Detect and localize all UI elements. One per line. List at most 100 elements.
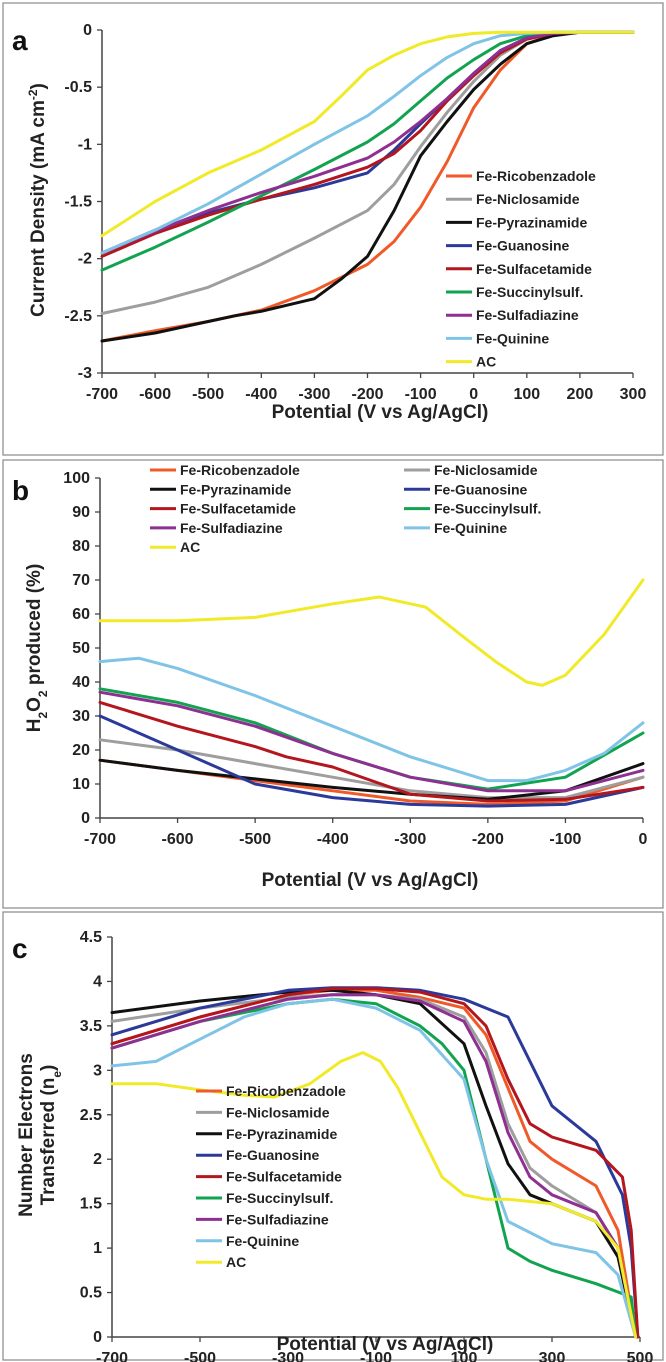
x-tick-label: 300 [620,386,647,403]
legend-label: Fe-Niclosamide [476,191,580,207]
x-tick-label: -700 [96,1350,128,1362]
y-tick-label: 3.5 [80,1018,102,1035]
series-line-ac [100,30,635,238]
chart-b: b 0 10 20 30 40 50 60 70 80 90 100 -700 -600 -500 -400 -… [2,459,664,909]
y-tick-label: 80 [72,538,90,555]
y-axis-label: Current Density (mA cm-2) [26,83,49,317]
y-axis-label: Number Electrons [16,1053,37,1217]
series-line-ac [110,1051,638,1339]
legend-label: Fe-Succinylsulf. [434,501,541,517]
legend-label: AC [226,1254,246,1270]
series-line-fe-sulfadiazine [110,993,638,1339]
panel-letter: b [12,475,29,506]
panel-letter: a [12,25,28,56]
x-tick-label: -300 [298,386,330,403]
x-axis-label: Potential (V vs Ag/AgCl) [262,870,479,891]
y-tick-label: -3 [78,365,92,382]
legend-label: Fe-Sulfadiazine [180,520,283,536]
x-tick-label: 0 [639,831,648,848]
y-tick-label: 3 [93,1062,102,1079]
legend-label: Fe-Sulfacetamide [226,1169,342,1185]
panel-frame [2,459,664,909]
y-tick-label: -0.5 [64,79,92,96]
y-tick-label: -1.5 [64,194,92,211]
x-tick-label: -500 [184,1350,216,1362]
x-tick-label: 100 [451,1350,478,1362]
y-tick-label: 10 [72,776,90,793]
legend-label: Fe-Quinine [434,520,507,536]
x-tick-label: -700 [86,386,118,403]
y-tick-label: 40 [72,674,90,691]
x-tick-label: -300 [272,1350,304,1362]
chart-c: c 0 0.5 1 1.5 2 2.5 3 3.5 4 4.5 -700 -500 -300 -100 100… [2,911,664,1362]
series-line-fe-niclosamide [98,738,645,800]
legend-label: Fe-Ricobenzadole [226,1083,346,1099]
y-tick-label: 0.5 [80,1285,102,1302]
x-tick-label: -400 [245,386,277,403]
y-tick-label: 60 [72,606,90,623]
x-tick-label: -600 [162,831,194,848]
y-tick-label: -2.5 [64,308,92,325]
legend-label: Fe-Sulfacetamide [476,261,592,277]
series-line-fe-pyrazinamide [100,30,635,343]
legend-label: Fe-Guanosine [476,238,570,254]
x-tick-label: -200 [472,831,504,848]
legend-label: Fe-Pyrazinamide [226,1126,337,1142]
legend-label: Fe-Quinine [226,1233,299,1249]
legend-label: Fe-Niclosamide [434,462,538,478]
y-tick-label: -2 [78,251,92,268]
x-tick-label: 500 [627,1350,654,1362]
x-tick-label: 200 [567,386,594,403]
x-tick-label: -100 [405,386,437,403]
x-tick-label: -200 [351,386,383,403]
panel-frame [2,2,664,456]
series-line-fe-guanosine [110,986,640,1339]
panel-frame [2,911,664,1361]
series-line-fe-sulfacetamide [110,987,640,1339]
x-tick-label: -100 [360,1350,392,1362]
legend-label: AC [476,354,496,370]
legend-label: Fe-Guanosine [226,1147,320,1163]
y-tick-label: 30 [72,708,90,725]
y-tick-label: 0 [93,1329,102,1346]
series-line-fe-quinine [110,997,638,1339]
legend-label: Fe-Sulfadiazine [476,307,579,323]
chart-a: a 0 -0.5 -1 -1.5 -2 -2.5 -3 -700 -600 -500 -400 -300… [2,2,664,456]
series-line-fe-sulfadiazine [98,690,645,793]
legend-label: Fe-Guanosine [434,481,528,497]
x-tick-label: -500 [239,831,271,848]
panel-b: b 0 10 20 30 40 50 60 70 80 90 100 -700 -600 -500 -400 -… [0,458,666,910]
legend-label: Fe-Ricobenzadole [476,168,596,184]
series-line-fe-guanosine [98,714,645,808]
legend-label: Fe-Pyrazinamide [180,481,291,497]
x-axis-label: Potential (V vs Ag/AgCl) [272,402,489,423]
series-line-fe-succinylsulf [98,687,645,791]
x-tick-label: -400 [317,831,349,848]
x-tick-label: -600 [139,386,171,403]
x-tick-label: -300 [394,831,426,848]
y-tick-label: 70 [72,572,90,589]
y-tick-label: 2 [93,1151,102,1168]
legend-label: Fe-Niclosamide [226,1104,330,1120]
y-axis-label-line-2: Transferred (ne) [38,1065,64,1206]
panel-c: c 0 0.5 1 1.5 2 2.5 3 3.5 4 4.5 -700 -500 -300 -100 100… [0,910,666,1362]
legend-label: Fe-Succinylsulf. [476,284,583,300]
y-tick-label: 0 [83,22,92,39]
series-line-fe-succinylsulf [110,997,638,1339]
x-axis-label: Potential (V vs Ag/AgCl) [277,1334,494,1355]
legend-label: Fe-Succinylsulf. [226,1190,333,1206]
y-tick-label: 2.5 [80,1107,102,1124]
series-line-ac [98,578,645,687]
x-tick-label: 300 [539,1350,566,1362]
series-line-fe-quinine [98,656,645,783]
y-tick-label: 50 [72,640,90,657]
x-tick-label: -100 [549,831,581,848]
y-axis-label: H2O2 produced (%) [24,564,50,733]
x-tick-label: 100 [513,386,540,403]
y-tick-label: 90 [72,504,90,521]
x-tick-label: -700 [84,831,116,848]
legend-label: Fe-Sulfacetamide [180,501,296,517]
legend-label: AC [180,539,200,555]
legend-label: Fe-Quinine [476,330,549,346]
series-line-fe-succinylsulf [100,30,635,272]
